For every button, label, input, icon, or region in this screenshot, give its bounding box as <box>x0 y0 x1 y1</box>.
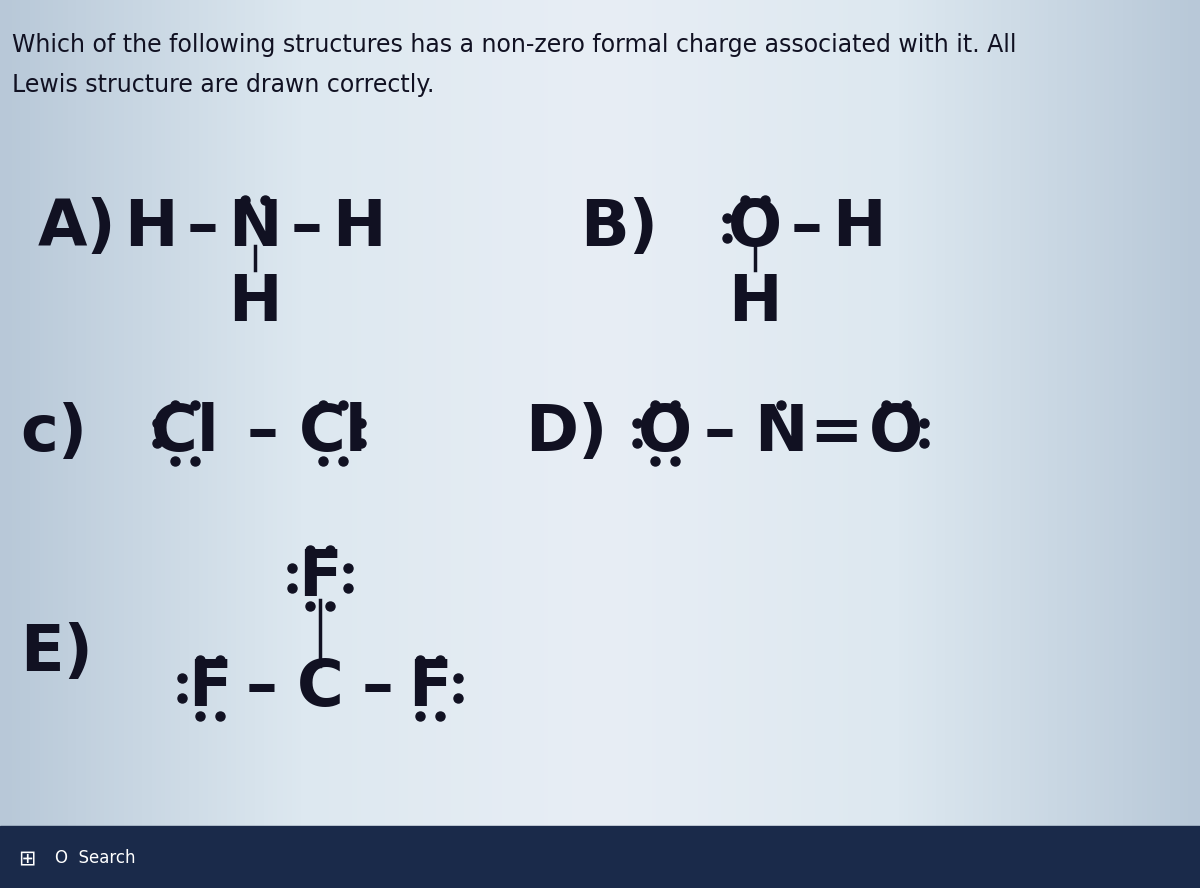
Text: c): c) <box>20 402 88 464</box>
Text: H: H <box>228 272 282 334</box>
Text: Cl: Cl <box>151 402 220 464</box>
Text: D): D) <box>526 402 607 464</box>
Text: –: – <box>362 657 394 719</box>
Text: A): A) <box>38 197 116 259</box>
Text: Which of the following structures has a non-zero formal charge associated with i: Which of the following structures has a … <box>12 33 1016 57</box>
Text: F: F <box>408 657 452 719</box>
Text: –: – <box>704 402 736 464</box>
Text: O: O <box>638 402 692 464</box>
Text: –: – <box>247 402 278 464</box>
Text: –: – <box>187 197 218 259</box>
Text: Cl: Cl <box>299 402 367 464</box>
Text: O  Search: O Search <box>55 849 136 867</box>
Text: N: N <box>228 197 282 259</box>
Text: H: H <box>332 197 385 259</box>
Text: –: – <box>292 197 323 259</box>
Text: ⊞: ⊞ <box>18 848 36 868</box>
Text: O: O <box>728 197 782 259</box>
Text: –: – <box>791 197 823 259</box>
Text: O: O <box>869 402 923 464</box>
Text: B): B) <box>580 197 658 259</box>
Text: –: – <box>246 657 278 719</box>
Text: F: F <box>188 657 232 719</box>
Text: H: H <box>833 197 886 259</box>
Text: E): E) <box>20 622 92 684</box>
Text: H: H <box>125 197 178 259</box>
Text: H: H <box>728 272 781 334</box>
Text: C: C <box>296 657 343 719</box>
Text: F: F <box>298 547 342 609</box>
Bar <box>0 826 1200 888</box>
Text: Lewis structure are drawn correctly.: Lewis structure are drawn correctly. <box>12 73 434 97</box>
Text: =: = <box>809 402 863 464</box>
Text: N: N <box>754 402 808 464</box>
